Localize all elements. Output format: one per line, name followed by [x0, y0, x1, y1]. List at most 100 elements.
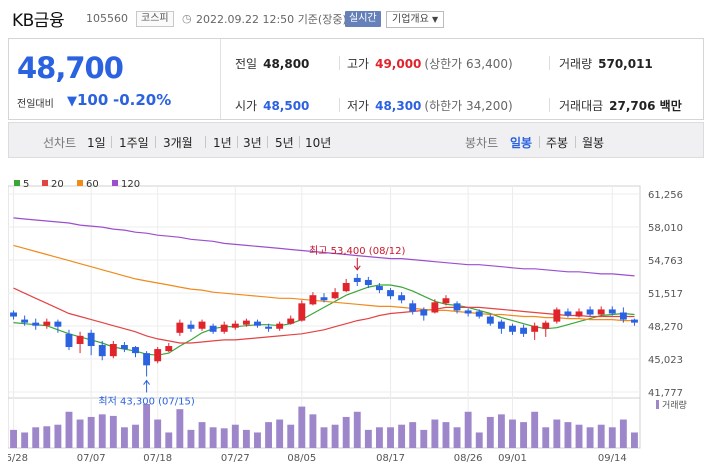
tab-1week[interactable]: 1주일	[119, 136, 149, 150]
volume-bar	[76, 419, 84, 448]
ma5-line	[13, 284, 635, 356]
candle-body	[387, 290, 394, 297]
legend-label-20: 20	[51, 179, 64, 190]
volume-bar	[553, 419, 561, 448]
y-tick-label: 48,270	[648, 322, 683, 333]
y-tick-label: 51,517	[648, 289, 683, 300]
volume-bar	[43, 426, 51, 448]
high-price: 고가 49,000 (상한가 63,400)	[347, 57, 513, 71]
candle-body	[32, 322, 40, 326]
tab-3year[interactable]: 3년	[243, 136, 262, 150]
tab-3month[interactable]: 3개월	[163, 136, 193, 150]
candle-body	[276, 323, 284, 329]
candle-body	[109, 343, 117, 357]
x-tick-label: 09/14	[598, 453, 627, 464]
volume-bar	[254, 432, 261, 448]
candle-body	[353, 277, 361, 282]
candle-body	[486, 316, 494, 324]
tab-daily-candle[interactable]: 일봉	[510, 136, 533, 150]
line-chart-label: 선차트	[43, 136, 77, 150]
tab-monthly-candle[interactable]: 월봉	[582, 136, 605, 150]
volume-bar	[475, 432, 483, 448]
legend-swatch-60	[77, 180, 83, 186]
candle-body	[475, 311, 483, 317]
candle-body	[442, 298, 450, 304]
volume-bar	[143, 404, 151, 448]
volume-bar	[542, 427, 550, 448]
volume-bar	[575, 424, 583, 448]
volume-bar	[287, 424, 295, 448]
candle-body	[209, 325, 217, 332]
candle-body	[43, 321, 51, 326]
volume-bar	[10, 429, 17, 448]
volume-bar	[198, 422, 206, 448]
candle-body	[287, 318, 295, 324]
volume-bar	[564, 422, 572, 448]
candle-body	[176, 322, 184, 333]
prev-close: 전일 48,800	[235, 57, 310, 71]
legend-label-5: 5	[23, 179, 29, 190]
candle-body	[553, 309, 561, 322]
volume-bar	[364, 429, 372, 448]
legend-swatch-20	[42, 180, 48, 186]
candle-body	[220, 324, 228, 332]
volume-bar	[209, 427, 217, 448]
tab-1year[interactable]: 1년	[213, 136, 232, 150]
candle-body	[265, 326, 272, 329]
candle-body	[76, 335, 84, 344]
candle-body	[409, 303, 417, 312]
candle-body	[464, 310, 472, 314]
tab-10year[interactable]: 10년	[305, 136, 332, 150]
change-label: 전일대비	[17, 99, 54, 110]
volume-bar	[242, 429, 250, 448]
candle-body	[132, 347, 139, 354]
volume-bar	[398, 424, 406, 448]
volume-bar	[597, 424, 605, 448]
candle-body	[120, 345, 128, 350]
volume-bar	[320, 427, 328, 448]
volume-bar	[420, 429, 428, 448]
volume-bar	[21, 432, 29, 448]
volume-bar	[132, 424, 139, 448]
volume-bar	[619, 419, 627, 448]
realtime-badge[interactable]: 실시간	[345, 11, 381, 27]
candle-body	[564, 311, 572, 316]
candle-body	[154, 349, 162, 362]
volume: 거래량 570,011	[559, 57, 653, 71]
volume-bar	[586, 427, 594, 448]
volume-bar	[353, 411, 361, 448]
x-tick-label: 08/26	[454, 453, 483, 464]
tab-1day[interactable]: 1일	[87, 136, 106, 150]
chevron-down-icon: ▼	[432, 15, 439, 24]
stock-header: KB금융 105560 코스피 ◷ 2022.09.22 12:50 기준(장중…	[0, 0, 705, 36]
candle-body	[10, 312, 17, 317]
legend-label-120: 120	[121, 179, 140, 190]
x-tick-label: 07/07	[77, 453, 106, 464]
candle-body	[542, 322, 550, 329]
candle-body	[198, 321, 206, 329]
tab-weekly-candle[interactable]: 주봉	[546, 136, 569, 150]
stock-code: 105560	[86, 12, 128, 25]
x-tick-label: 07/27	[221, 453, 250, 464]
volume-bar	[109, 415, 117, 448]
y-tick-label: 41,777	[648, 388, 683, 399]
low-annotation: 최저 43,300 (07/15)	[98, 396, 194, 408]
candle-body	[608, 309, 616, 314]
x-tick-label: 08/17	[376, 453, 405, 464]
legend-swatch-5	[14, 180, 20, 186]
change-percent: -0.20%	[113, 91, 172, 109]
candle-body	[298, 303, 306, 321]
candle-body	[376, 286, 383, 291]
volume-bar	[509, 419, 516, 448]
volume-bar	[464, 411, 472, 448]
candle-body	[597, 309, 605, 315]
candle-body	[586, 309, 594, 315]
company-info-button[interactable]: 기업개요 ▼	[386, 11, 445, 28]
y-tick-label: 45,023	[648, 355, 683, 366]
volume-legend-swatch	[656, 400, 659, 409]
candle-body	[98, 345, 106, 357]
tab-5year[interactable]: 5년	[275, 136, 294, 150]
volume-bar	[520, 422, 528, 448]
volume-bar	[431, 419, 439, 448]
volume-bar	[176, 409, 184, 448]
